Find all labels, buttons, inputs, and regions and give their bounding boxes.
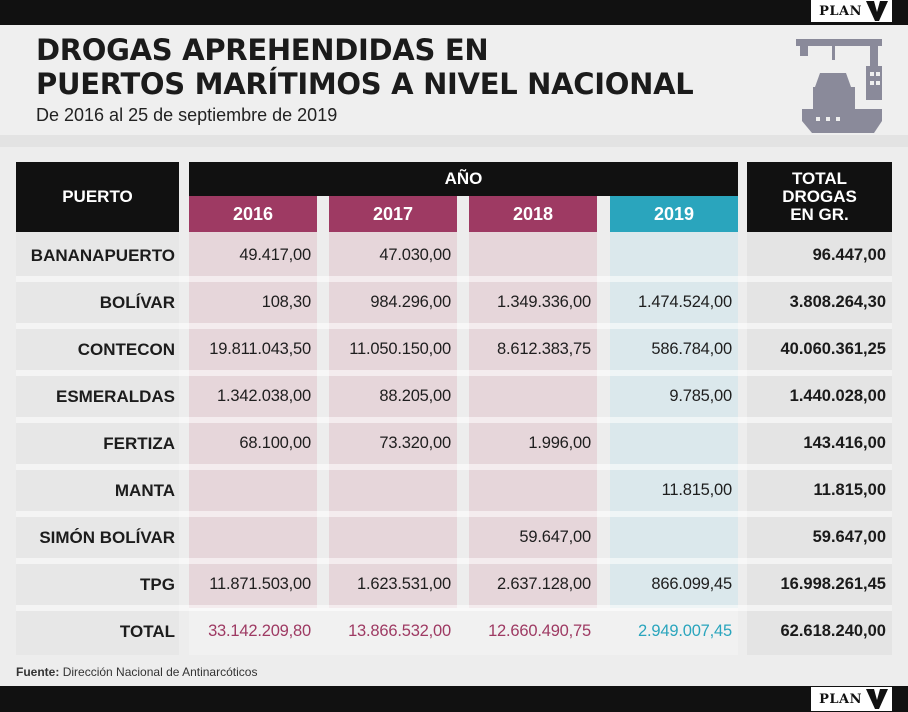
cell-2017: 13.866.532,00 bbox=[348, 622, 451, 640]
cell-2016: 108,30 bbox=[261, 293, 311, 311]
data-table: PUERTO AÑO TOTAL DROGAS EN GR. 2016 2017 2… bbox=[16, 162, 892, 657]
brand-logo-bottom: PLAN bbox=[811, 687, 892, 711]
bottom-bar: PLAN bbox=[0, 686, 908, 712]
cell-2018: 1.349.336,00 bbox=[497, 293, 591, 311]
year-header-2018: 2018 bbox=[469, 196, 597, 232]
title-line-1: DROGAS APREHENDIDAS EN bbox=[36, 33, 489, 67]
page-subtitle: De 2016 al 25 de septiembre de 2019 bbox=[36, 105, 338, 125]
total-row-label: TOTAL bbox=[119, 621, 175, 641]
cell-2018: 12.660.490,75 bbox=[488, 622, 591, 640]
cell-2018 bbox=[469, 232, 597, 279]
cell-2018: 2.637.128,00 bbox=[497, 575, 591, 593]
row-total-cell: 143.416,00 bbox=[803, 434, 886, 452]
row-label-puerto: BOLÍVAR bbox=[99, 292, 175, 312]
header: DROGAS APREHENDIDAS EN PUERTOS MARÍTIMOS… bbox=[0, 25, 908, 135]
cell-2017 bbox=[329, 514, 457, 561]
total-row-bg bbox=[189, 608, 738, 655]
cell-2019: 2.949.007,45 bbox=[638, 622, 732, 640]
cell-2019: 1.474.524,00 bbox=[638, 293, 732, 311]
cell-2018: 59.647,00 bbox=[519, 528, 591, 546]
row-separator bbox=[16, 464, 892, 470]
cell-2019: 11.815,00 bbox=[661, 481, 733, 499]
brand-name: PLAN bbox=[819, 3, 862, 19]
row-label-puerto: BANANAPUERTO bbox=[30, 245, 175, 265]
column-header-total: TOTAL DROGAS EN GR. bbox=[747, 162, 892, 232]
cell-2016: 11.871.503,00 bbox=[209, 575, 311, 593]
page-title: DROGAS APREHENDIDAS EN PUERTOS MARÍTIMOS… bbox=[36, 33, 694, 101]
cell-2019: 9.785,00 bbox=[669, 387, 732, 405]
row-label-puerto: SIMÓN BOLÍVAR bbox=[39, 527, 175, 547]
total-header-line-2: DROGAS bbox=[782, 187, 857, 206]
cell-2016 bbox=[189, 467, 317, 514]
year-header-2016: 2016 bbox=[189, 196, 317, 232]
row-label-puerto: TPG bbox=[140, 574, 175, 594]
cell-2019: 586.784,00 bbox=[651, 340, 732, 358]
cargo-ship-crane-icon bbox=[796, 39, 882, 133]
cell-2016: 49.417,00 bbox=[239, 246, 311, 264]
source-label: Fuente: bbox=[16, 665, 60, 679]
row-total-cell: 16.998.261,45 bbox=[780, 575, 886, 593]
cell-2017: 1.623.531,00 bbox=[357, 575, 451, 593]
column-header-anio: AÑO bbox=[189, 162, 738, 196]
row-label-puerto: MANTA bbox=[114, 480, 175, 500]
row-total-cell: 1.440.028,00 bbox=[789, 387, 886, 405]
total-column-bg bbox=[747, 232, 892, 655]
cell-2016: 68.100,00 bbox=[239, 434, 311, 452]
label-column-bg bbox=[16, 232, 179, 655]
cell-2019 bbox=[610, 232, 738, 279]
cell-2016 bbox=[189, 514, 317, 561]
row-total-cell: 3.808.264,30 bbox=[789, 293, 886, 311]
brand-name: PLAN bbox=[819, 691, 862, 707]
year-header-2019: 2019 bbox=[610, 196, 738, 232]
row-separator bbox=[16, 558, 892, 564]
cell-2017: 11.050.150,00 bbox=[349, 340, 451, 358]
row-total-cell: 40.060.361,25 bbox=[780, 340, 886, 358]
cell-2018 bbox=[469, 467, 597, 514]
row-total-cell: 59.647,00 bbox=[812, 528, 886, 546]
row-separator bbox=[16, 370, 892, 376]
column-header-puerto: PUERTO bbox=[16, 162, 179, 232]
cell-2019: 866.099,45 bbox=[651, 575, 732, 593]
row-separator bbox=[16, 511, 892, 517]
brand-v-mark-icon bbox=[866, 1, 888, 21]
cell-2018: 8.612.383,75 bbox=[497, 340, 591, 358]
total-header-line-3: EN GR. bbox=[790, 205, 849, 224]
cell-2017 bbox=[329, 467, 457, 514]
grand-total-cell: 62.618.240,00 bbox=[780, 622, 886, 640]
cell-2019 bbox=[610, 514, 738, 561]
title-line-2: PUERTOS MARÍTIMOS A NIVEL NACIONAL bbox=[36, 67, 694, 101]
year-header-2017: 2017 bbox=[329, 196, 457, 232]
total-header-line-1: TOTAL bbox=[791, 169, 848, 188]
row-label-puerto: ESMERALDAS bbox=[55, 386, 175, 406]
row-separator bbox=[16, 605, 892, 611]
cell-2016: 19.811.043,50 bbox=[209, 340, 311, 358]
row-separator bbox=[16, 323, 892, 329]
cell-2017: 47.030,00 bbox=[379, 246, 451, 264]
row-total-cell: 96.447,00 bbox=[812, 246, 886, 264]
brand-logo-top: PLAN bbox=[811, 0, 892, 22]
cell-2018: 1.996,00 bbox=[528, 434, 591, 452]
cell-2016: 33.142.209,80 bbox=[208, 622, 311, 640]
cell-2018 bbox=[469, 373, 597, 420]
row-label-puerto: CONTECON bbox=[77, 339, 175, 359]
cell-2016: 1.342.038,00 bbox=[217, 387, 311, 405]
source-note: Fuente: Dirección Nacional de Antinarcót… bbox=[16, 665, 257, 679]
top-bar: PLAN bbox=[0, 0, 908, 25]
row-label-puerto: FERTIZA bbox=[103, 433, 175, 453]
row-separator bbox=[16, 417, 892, 423]
cell-2017: 73.320,00 bbox=[379, 434, 451, 452]
source-text: Dirección Nacional de Antinarcóticos bbox=[62, 665, 258, 679]
cell-2017: 984.296,00 bbox=[370, 293, 451, 311]
row-total-cell: 11.815,00 bbox=[813, 481, 887, 499]
cell-2019 bbox=[610, 420, 738, 467]
cell-2017: 88.205,00 bbox=[379, 387, 451, 405]
header-divider bbox=[0, 135, 908, 147]
brand-v-mark-icon bbox=[866, 689, 888, 709]
row-separator bbox=[16, 276, 892, 282]
